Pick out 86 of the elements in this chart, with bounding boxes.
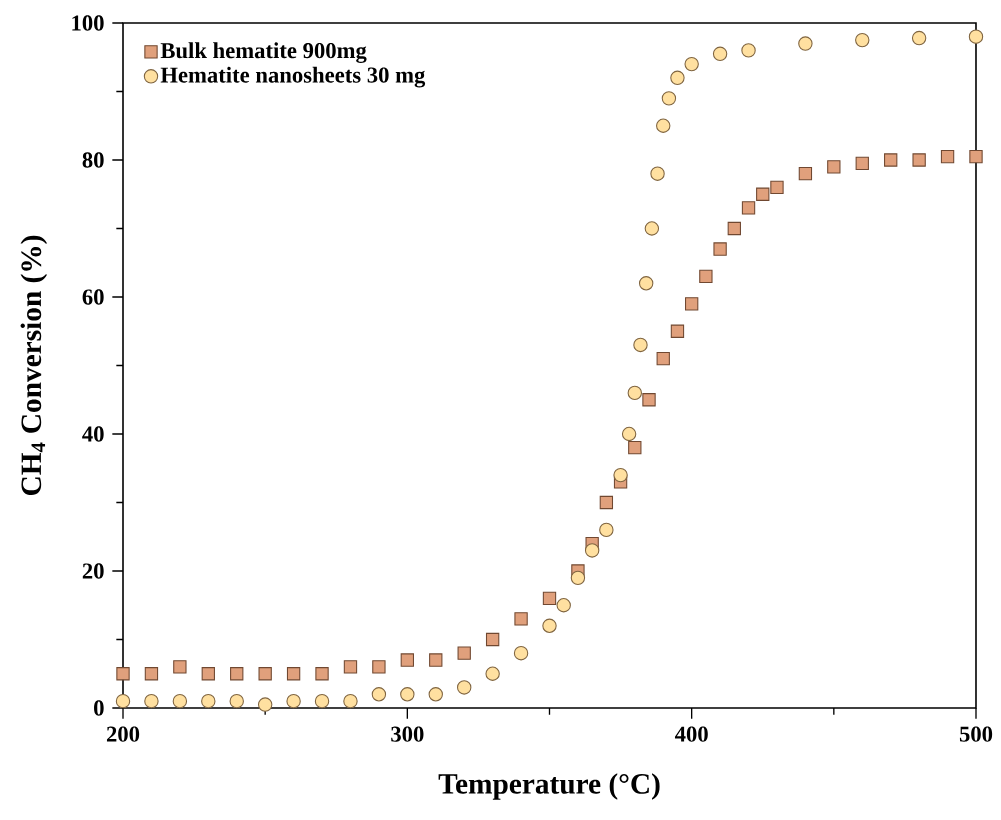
point xyxy=(621,426,637,442)
point xyxy=(940,149,955,164)
point xyxy=(628,441,642,455)
point xyxy=(968,29,984,44)
legend-label: Hematite nanosheets 30 mg xyxy=(160,66,426,88)
point xyxy=(343,660,358,674)
point xyxy=(911,30,927,46)
point xyxy=(584,543,600,558)
point xyxy=(798,36,813,51)
point xyxy=(201,693,216,709)
point xyxy=(684,297,699,311)
point xyxy=(230,667,244,681)
point xyxy=(570,570,586,586)
point xyxy=(855,156,869,171)
point xyxy=(656,351,670,366)
point xyxy=(314,693,330,709)
point xyxy=(599,522,614,538)
point xyxy=(144,693,159,709)
point xyxy=(372,660,386,674)
point xyxy=(969,149,983,164)
point xyxy=(670,324,685,338)
point xyxy=(798,167,813,181)
x-tick-label: 200 xyxy=(106,726,140,742)
point xyxy=(599,495,614,510)
point xyxy=(712,46,728,62)
point xyxy=(315,667,329,681)
point xyxy=(670,70,685,85)
point xyxy=(650,166,665,181)
point xyxy=(456,680,472,695)
point xyxy=(286,667,301,681)
point xyxy=(684,56,699,72)
point xyxy=(485,632,500,647)
point xyxy=(741,201,756,215)
point xyxy=(713,242,727,256)
point xyxy=(457,646,471,660)
y-tick-label: 100 xyxy=(72,15,104,31)
point xyxy=(514,612,528,626)
point xyxy=(727,221,741,236)
point xyxy=(741,43,756,58)
point xyxy=(343,693,358,709)
point xyxy=(884,153,898,167)
point xyxy=(542,618,557,633)
point xyxy=(633,337,648,353)
point xyxy=(371,687,387,702)
point xyxy=(286,693,301,709)
point xyxy=(429,653,443,667)
point xyxy=(229,693,244,709)
point xyxy=(144,667,159,681)
point xyxy=(661,91,677,106)
point xyxy=(115,693,131,709)
x-axis-title: Temperature (°C) xyxy=(438,773,660,800)
point xyxy=(556,598,571,613)
point xyxy=(627,385,642,401)
point xyxy=(116,667,130,681)
point xyxy=(257,697,273,712)
x-tick-label: 500 xyxy=(959,726,993,742)
point xyxy=(513,645,529,661)
point xyxy=(172,693,188,709)
y-tick-label: 80 xyxy=(82,152,104,168)
point xyxy=(642,393,656,407)
point xyxy=(855,32,870,48)
legend-label: Bulk hematite 900mg xyxy=(160,42,367,64)
point xyxy=(542,591,557,606)
point xyxy=(173,660,187,674)
point xyxy=(770,180,784,195)
point xyxy=(912,153,926,167)
point xyxy=(644,221,660,236)
point xyxy=(699,269,713,284)
point xyxy=(400,653,414,667)
point xyxy=(756,187,770,201)
y-tick-label: 60 xyxy=(82,289,104,305)
y-tick-label: 20 xyxy=(82,563,104,579)
point xyxy=(258,667,272,681)
y-tick-label: 0 xyxy=(94,700,104,716)
point xyxy=(613,467,628,483)
y-tick-label: 40 xyxy=(82,426,104,442)
point xyxy=(638,276,654,291)
point xyxy=(400,687,415,702)
point xyxy=(656,118,671,133)
point xyxy=(201,667,215,681)
point xyxy=(428,687,443,702)
point xyxy=(827,160,841,174)
x-tick-label: 300 xyxy=(391,726,424,742)
x-tick-label: 400 xyxy=(674,726,708,742)
y-axis-title: CH$_{4}$ Conversion (%) xyxy=(20,235,48,495)
point xyxy=(485,666,500,681)
